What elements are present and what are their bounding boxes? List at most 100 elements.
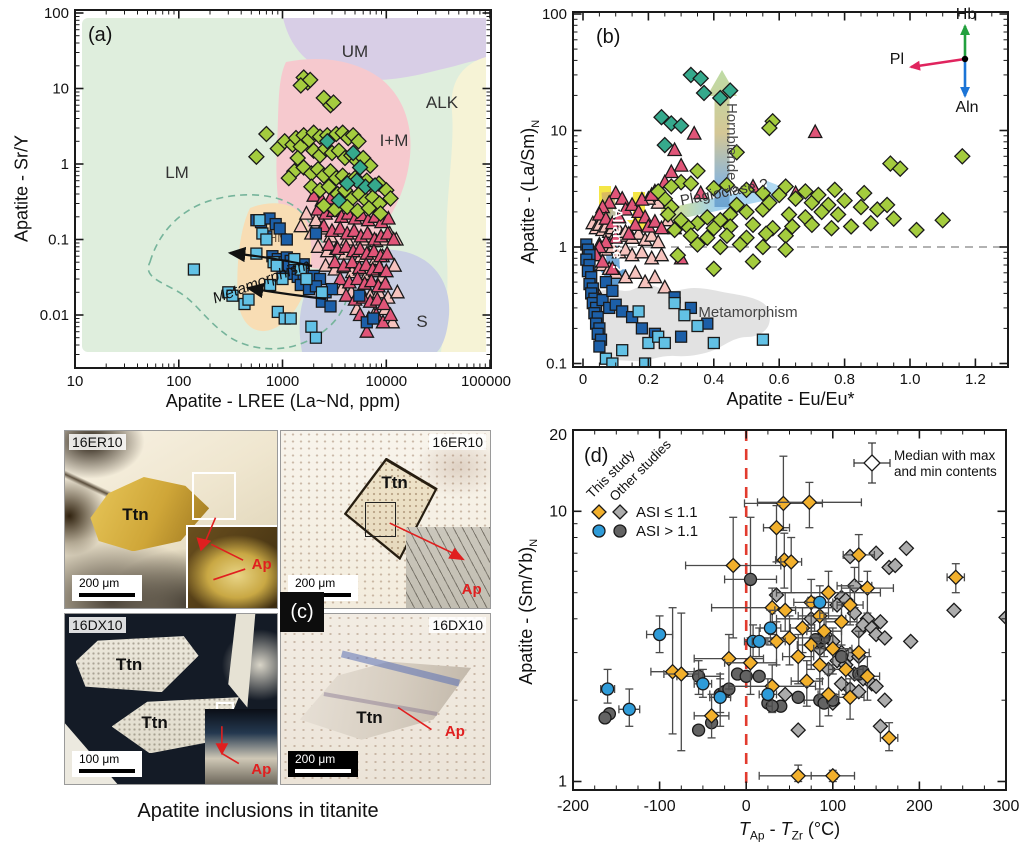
svg-text:100: 100	[819, 798, 846, 815]
svg-text:I+M: I+M	[380, 131, 409, 150]
apatite-label: Ap	[251, 555, 272, 573]
svg-text:UM: UM	[342, 42, 368, 61]
scale-bar: 200 μm	[288, 751, 358, 777]
svg-text:0.1: 0.1	[546, 356, 567, 373]
svg-text:1: 1	[559, 239, 567, 256]
svg-text:Hornblende ?: Hornblende ?	[723, 103, 740, 193]
svg-text:100: 100	[44, 5, 69, 22]
scale-bar-line	[79, 769, 135, 773]
micrograph-bottom-right: Ttn Ap 16DX10 200 μm	[280, 613, 491, 785]
t-zr-sub: Zr	[791, 828, 803, 843]
sample-id: 16DX10	[69, 617, 126, 633]
svg-text:10: 10	[67, 373, 84, 390]
panel-a-regions	[82, 18, 486, 352]
svg-text:20: 20	[549, 427, 567, 444]
panel-b-x-axis-title: Apatite - Eu/Eu*	[726, 389, 855, 409]
panel-b-y-title-sub: N	[529, 119, 542, 128]
svg-text:1: 1	[558, 774, 567, 791]
annotation-arrows	[196, 431, 277, 608]
panel-b-tick-labels: 0 0.2 0.4 0.6 0.8 1.0 1.2 100 10 1 0.1	[542, 6, 986, 388]
svg-text:1000: 1000	[266, 373, 299, 390]
svg-text:0.4: 0.4	[703, 371, 724, 388]
panel-a-tick-labels: 10 100 1000 10000 100000 100 10 1 0.1 0.01	[40, 5, 511, 390]
annotation-arrows	[215, 614, 277, 784]
svg-text:Metamorphism: Metamorphism	[698, 304, 797, 321]
svg-text:and min contents: and min contents	[894, 464, 997, 479]
svg-text:Pl: Pl	[890, 51, 904, 68]
panel-d-y-title-text: Apatite - (Sm/Yb)	[516, 546, 537, 685]
titanite-label: Ttn	[356, 707, 383, 727]
magnified-inset: Ap	[406, 526, 490, 608]
svg-text:0: 0	[742, 798, 751, 815]
panel-b-y-axis-title: Apatite - (La/Sm)N	[518, 42, 542, 342]
dash: -	[764, 819, 781, 839]
svg-text:Allanite ?: Allanite ?	[610, 208, 626, 271]
apatite-label: Ap	[444, 722, 465, 740]
magnified-inset: Ap	[204, 709, 277, 784]
titanite-label: Ttn	[115, 654, 143, 674]
titanite-label: Ttn	[381, 473, 408, 493]
series-teal-diamonds	[653, 66, 739, 154]
svg-text:0: 0	[579, 371, 587, 388]
panel-d-tick-labels: -200 -100 0 100 200 300 20 10 1	[549, 427, 1019, 815]
svg-text:0.2: 0.2	[638, 371, 659, 388]
panel-c-letter: (c)	[280, 592, 324, 632]
scale-bar: 200 μm	[72, 575, 142, 601]
svg-text:200: 200	[906, 798, 933, 815]
micrograph-top-left: Ttn Ap 16ER10 200 μm	[64, 430, 278, 609]
panel-c-caption: Apatite inclusions in titanite	[137, 800, 379, 822]
panel-b-vector-legend: Hb Pl Aln	[890, 6, 979, 116]
scale-text: 100 μm	[79, 752, 120, 767]
panel-b-y-title-text: Apatite - (La/Sm)	[518, 127, 539, 264]
panel-a: LM UM ALK I+M HM S Metamorphism 10 100 1000 10000 1…	[0, 0, 512, 425]
scale-text: 200 μm	[79, 576, 120, 591]
svg-text:ALK: ALK	[426, 93, 459, 112]
svg-text:ASI > 1.1: ASI > 1.1	[636, 523, 698, 540]
svg-text:0.8: 0.8	[834, 371, 855, 388]
series-dark-blue-squares	[580, 238, 714, 353]
apatite-label: Ap	[251, 761, 272, 779]
svg-text:ASI ≤ 1.1: ASI ≤ 1.1	[636, 504, 698, 521]
scale-bar-line	[79, 593, 135, 597]
annotation-arrows	[281, 614, 490, 784]
sample-id: 16ER10	[69, 434, 126, 450]
micrograph-bottom-left: Ttn Ttn Ap 16DX10 100 μm	[64, 613, 278, 785]
titanite-label: Ttn	[122, 505, 149, 525]
svg-text:0.01: 0.01	[40, 307, 69, 324]
scale-text: 200 μm	[295, 752, 336, 767]
series-light-blue-squares	[599, 296, 770, 367]
svg-text:10: 10	[550, 123, 567, 140]
svg-text:-200: -200	[557, 798, 589, 815]
apatite-label: Ap	[461, 581, 482, 599]
svg-text:0.1: 0.1	[48, 232, 69, 249]
svg-text:1.2: 1.2	[965, 371, 986, 388]
svg-text:100: 100	[166, 373, 191, 390]
panel-a-y-axis-title: Apatite - Sr/Y	[11, 134, 32, 243]
unit-celsius: (°C)	[802, 819, 841, 839]
svg-text:10: 10	[549, 503, 567, 520]
panel-a-x-axis-title: Apatite - LREE (La~Nd, ppm)	[165, 391, 401, 411]
series-this-study-asi-gt-1.1	[600, 585, 834, 727]
scale-text: 200 μm	[295, 576, 336, 591]
panel-d-y-title-sub: N	[527, 538, 540, 547]
panel-b-chart: Hornblende ?Plagioclase ?Allanite ?Metam…	[542, 6, 1009, 388]
sample-id: 16DX10	[429, 617, 486, 633]
svg-text:1: 1	[61, 156, 69, 173]
panel-c-micrographs: Ttn Ap 16ER10 200 μm Ttn Ap	[8, 428, 508, 846]
series-green-diamonds	[649, 112, 971, 278]
svg-text:10: 10	[52, 81, 69, 98]
sample-id: 16ER10	[429, 434, 486, 450]
panel-a-letter: (a)	[88, 24, 113, 46]
svg-text:S: S	[416, 312, 427, 331]
svg-text:-100: -100	[644, 798, 676, 815]
t-zr-symbol: T	[780, 819, 792, 839]
svg-text:0.6: 0.6	[769, 371, 790, 388]
inset-outline	[364, 501, 396, 538]
titanite-label-2: Ttn	[141, 712, 168, 732]
svg-text:Aln: Aln	[955, 99, 978, 116]
